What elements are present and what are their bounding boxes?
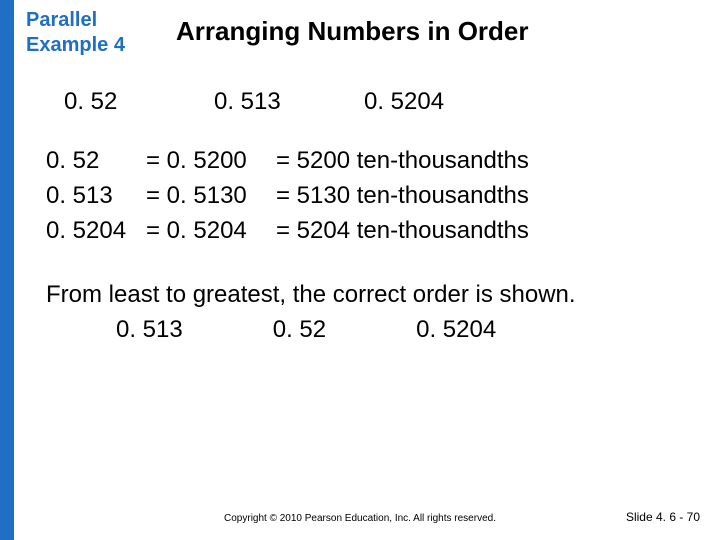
cell-words: = 5130 ten-thousandths bbox=[276, 179, 694, 214]
ordered-3: 0. 5204 bbox=[416, 316, 496, 344]
ordered-2: 0. 52 bbox=[273, 316, 326, 344]
cell-original: 0. 52 bbox=[46, 144, 146, 179]
content: 0. 52 0. 513 0. 5204 0. 52 = 0. 5200 = 5… bbox=[0, 58, 720, 344]
cell-words: = 5204 ten-thousandths bbox=[276, 214, 694, 249]
cell-expanded: = 0. 5130 bbox=[146, 179, 276, 214]
cell-expanded: = 0. 5200 bbox=[146, 144, 276, 179]
expansion-table: 0. 52 = 0. 5200 = 5200 ten-thousandths 0… bbox=[46, 144, 694, 248]
table-row: 0. 52 = 0. 5200 = 5200 ten-thousandths bbox=[46, 144, 694, 179]
table-row: 0. 5204 = 0. 5204 = 5204 ten-thousandths bbox=[46, 214, 694, 249]
ordered-1: 0. 513 bbox=[116, 316, 183, 344]
accent-bar bbox=[0, 0, 14, 540]
cell-original: 0. 513 bbox=[46, 179, 146, 214]
slide-number: Slide 4. 6 - 70 bbox=[626, 510, 700, 524]
header: Parallel Example 4 Arranging Numbers in … bbox=[0, 0, 720, 58]
example-label: Parallel Example 4 bbox=[26, 8, 166, 58]
conclusion-text: From least to greatest, the correct orde… bbox=[46, 278, 694, 312]
given-n2: 0. 513 bbox=[214, 88, 304, 116]
page-title: Arranging Numbers in Order bbox=[166, 8, 529, 47]
footer-copyright: Copyright © 2010 Pearson Education, Inc.… bbox=[0, 513, 720, 524]
cell-words: = 5200 ten-thousandths bbox=[276, 144, 694, 179]
given-n3: 0. 5204 bbox=[364, 88, 454, 116]
cell-original: 0. 5204 bbox=[46, 214, 146, 249]
cell-expanded: = 0. 5204 bbox=[146, 214, 276, 249]
example-label-line1: Parallel bbox=[26, 8, 166, 33]
given-n1: 0. 52 bbox=[64, 88, 154, 116]
example-label-line2: Example 4 bbox=[26, 33, 166, 58]
given-numbers: 0. 52 0. 513 0. 5204 bbox=[46, 88, 694, 116]
table-row: 0. 513 = 0. 5130 = 5130 ten-thousandths bbox=[46, 179, 694, 214]
ordered-numbers: 0. 513 0. 52 0. 5204 bbox=[46, 316, 694, 344]
